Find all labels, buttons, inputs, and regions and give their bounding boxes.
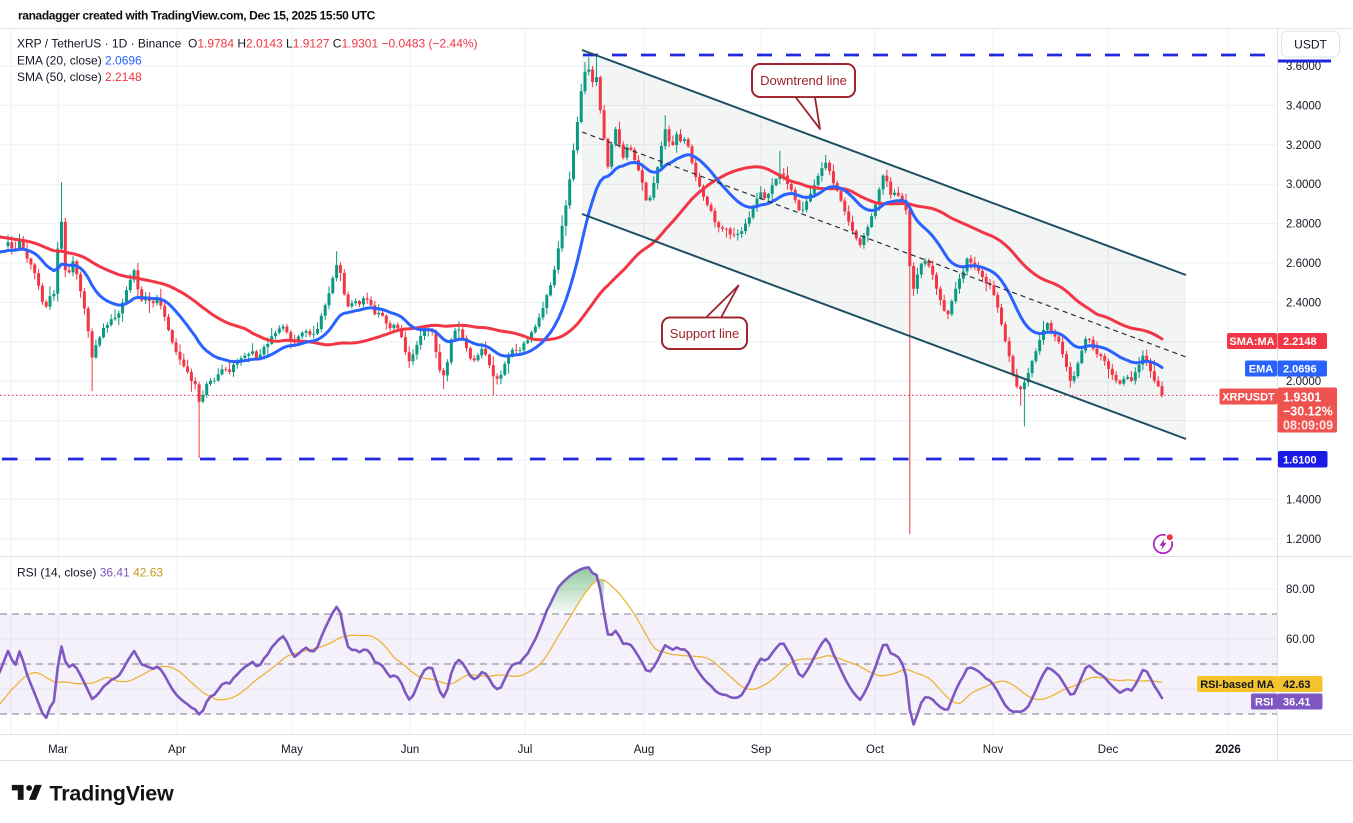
svg-text:−30.12%: −30.12% [1283, 405, 1333, 419]
svg-text:2.6000: 2.6000 [1286, 258, 1321, 270]
svg-text:Support line: Support line [670, 326, 739, 341]
svg-text:2.2148: 2.2148 [1283, 336, 1317, 348]
svg-text:3.0000: 3.0000 [1286, 179, 1321, 191]
svg-text:3.4000: 3.4000 [1286, 100, 1321, 112]
svg-text:2.0696: 2.0696 [1283, 364, 1317, 376]
svg-text:Sep: Sep [751, 744, 771, 756]
svg-text:RSI: RSI [1255, 697, 1273, 709]
svg-text:SMA:MA: SMA:MA [1229, 336, 1274, 348]
svg-text:Downtrend line: Downtrend line [760, 73, 847, 88]
svg-text:RSI (14, close) 36.41 42.63: RSI (14, close) 36.41 42.63 [17, 566, 163, 580]
svg-text:3.6000: 3.6000 [1286, 61, 1321, 73]
svg-text:2.0000: 2.0000 [1286, 376, 1321, 388]
svg-text:Apr: Apr [168, 744, 186, 756]
svg-text:08:09:09: 08:09:09 [1283, 419, 1333, 433]
svg-text:EMA (20, close) 2.0696: EMA (20, close) 2.0696 [17, 54, 142, 68]
svg-text:SMA (50, close) 2.2148: SMA (50, close) 2.2148 [17, 70, 142, 84]
svg-text:1.6100: 1.6100 [1283, 454, 1317, 466]
svg-text:XRP / TetherUS · 1D · Binance: XRP / TetherUS · 1D · Binance O1.9784 H2… [17, 37, 478, 51]
svg-text:TradingView: TradingView [50, 781, 175, 805]
svg-text:42.63: 42.63 [1283, 679, 1311, 691]
svg-text:USDT: USDT [1294, 38, 1327, 52]
svg-text:80.00: 80.00 [1286, 584, 1315, 596]
svg-text:3.2000: 3.2000 [1286, 140, 1321, 152]
svg-text:60.00: 60.00 [1286, 634, 1315, 646]
svg-text:2026: 2026 [1215, 744, 1241, 756]
svg-text:Jun: Jun [401, 744, 420, 756]
svg-text:36.41: 36.41 [1283, 697, 1311, 709]
svg-text:EMA: EMA [1249, 364, 1274, 376]
svg-text:RSI-based MA: RSI-based MA [1200, 679, 1274, 691]
svg-text:1.9301: 1.9301 [1283, 391, 1321, 405]
svg-text:XRPUSDT: XRPUSDT [1222, 392, 1275, 404]
svg-text:Jul: Jul [518, 744, 533, 756]
svg-text:1.2000: 1.2000 [1286, 534, 1321, 546]
svg-text:Mar: Mar [48, 744, 68, 756]
svg-text:1.4000: 1.4000 [1286, 494, 1321, 506]
svg-text:2.4000: 2.4000 [1286, 297, 1321, 309]
svg-text:Oct: Oct [866, 744, 885, 756]
svg-text:Aug: Aug [634, 744, 654, 756]
svg-text:ranadagger created with Tradin: ranadagger created with TradingView.com,… [18, 9, 376, 23]
svg-text:Nov: Nov [983, 744, 1004, 756]
svg-text:May: May [281, 744, 303, 756]
svg-text:2.8000: 2.8000 [1286, 219, 1321, 231]
svg-text:Dec: Dec [1098, 744, 1119, 756]
